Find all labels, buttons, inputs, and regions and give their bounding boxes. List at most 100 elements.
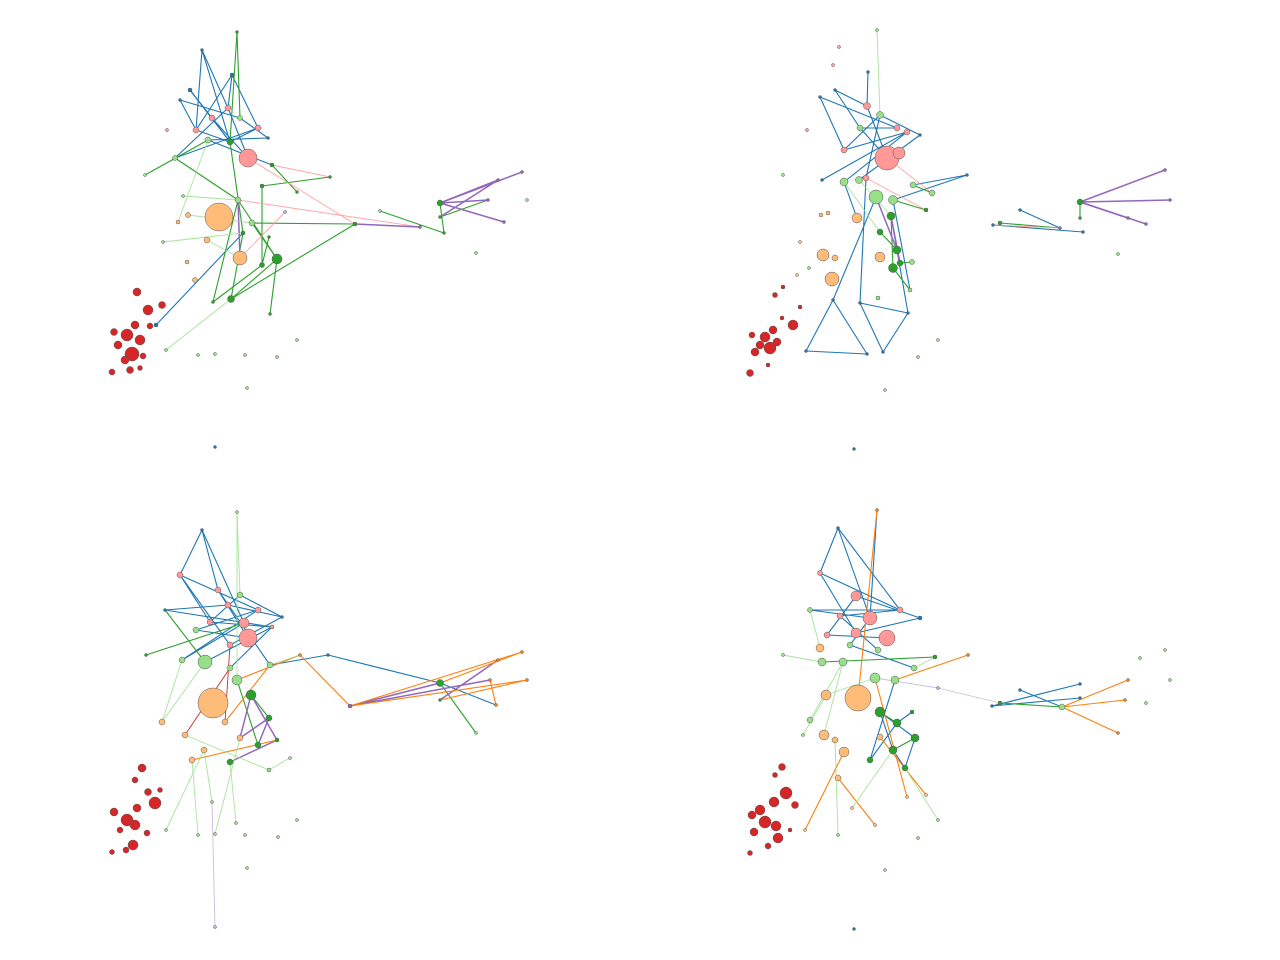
graph-node [165,128,169,132]
graph-node [836,612,844,620]
graph-edge [201,529,219,591]
graph-node [747,850,753,856]
graph-node [1116,252,1120,256]
graph-node [436,679,444,687]
graph-node [274,737,280,743]
graph-edge [271,164,331,178]
graph-node [486,198,490,202]
graph-edge [179,529,203,576]
graph-edge [912,184,933,194]
graph-node [120,355,130,365]
graph-node [888,745,898,755]
graph-node [259,262,265,268]
graph-node [795,273,799,277]
graph-node [269,624,275,630]
graph-edge [1061,699,1126,708]
graph-node [224,601,232,609]
graph-edge [843,181,858,219]
graph-node [326,653,330,657]
graph-node [910,733,920,743]
graph-node [127,839,139,851]
graph-edge [439,679,528,701]
graph-edge [1061,706,1119,734]
graph-edge [825,677,876,696]
graph-node [764,842,772,850]
graph-edge [251,222,278,260]
graph-edge [182,195,239,201]
graph-node [907,287,913,293]
graph-edge [855,617,921,634]
graph-node [137,763,147,773]
graph-edge [195,609,259,631]
graph-node [901,764,909,772]
graph-node [1058,703,1066,711]
graph-edge [174,107,229,159]
graph-node [438,215,442,219]
graph-edge [819,96,898,129]
graph-node [916,836,920,840]
node-layer [144,510,529,929]
graph-node [265,714,273,722]
graph-edge [866,71,869,107]
graph-edge [236,31,241,119]
graph-node [862,174,870,182]
graph-node [855,176,863,184]
graph-node [906,311,910,315]
graph-node [108,368,116,376]
graph-node [158,301,166,309]
graph-node [178,656,186,664]
graph-edge [782,654,823,663]
graph-node [245,689,257,701]
graph-edge [177,139,209,223]
graph-node [236,734,244,742]
graph-node [997,220,1003,226]
graph-node [1163,168,1167,172]
graph-node [1123,698,1127,702]
graph-node [858,301,862,305]
graph-edge [890,215,901,264]
graph-node [116,826,124,834]
graph-edge [195,74,233,131]
edge-layer [145,511,528,928]
graph-node [1163,648,1167,652]
graph-node [240,230,246,236]
graph-node [157,787,163,793]
graph-edge [179,574,211,623]
graph-node [328,175,332,179]
graph-node [164,828,168,832]
graph-node [833,88,837,92]
graph-node [865,352,869,356]
graph-node [214,586,222,594]
graph-edge [269,258,278,315]
red-node-cluster [109,763,163,855]
graph-node [866,70,870,74]
graph-node [271,253,283,265]
graph-edge [209,594,241,623]
graph-node [903,128,911,136]
graph-edge [237,199,421,228]
graph-node [211,300,215,304]
graph-node [863,102,871,110]
graph-node [1078,696,1082,700]
graph-edge [874,677,939,689]
graph-node [188,756,196,764]
graph-node [997,700,1003,706]
graph-node [844,684,872,712]
graph-node [175,219,181,225]
graph-node [295,190,299,194]
graph-node [235,510,239,514]
graph-node [238,148,258,168]
graph-node [888,195,898,205]
graph-node [818,95,822,99]
graph-node [754,804,766,816]
graph-edge [257,717,270,746]
graph-edge [819,572,857,634]
node-layer [781,28,1172,451]
graph-node [772,832,784,844]
graph-edge [834,89,868,107]
graph-edge [1019,209,1061,229]
graph-node [888,263,898,273]
graph-node [204,136,212,144]
node-layer [143,30,529,449]
graph-node [161,240,165,244]
